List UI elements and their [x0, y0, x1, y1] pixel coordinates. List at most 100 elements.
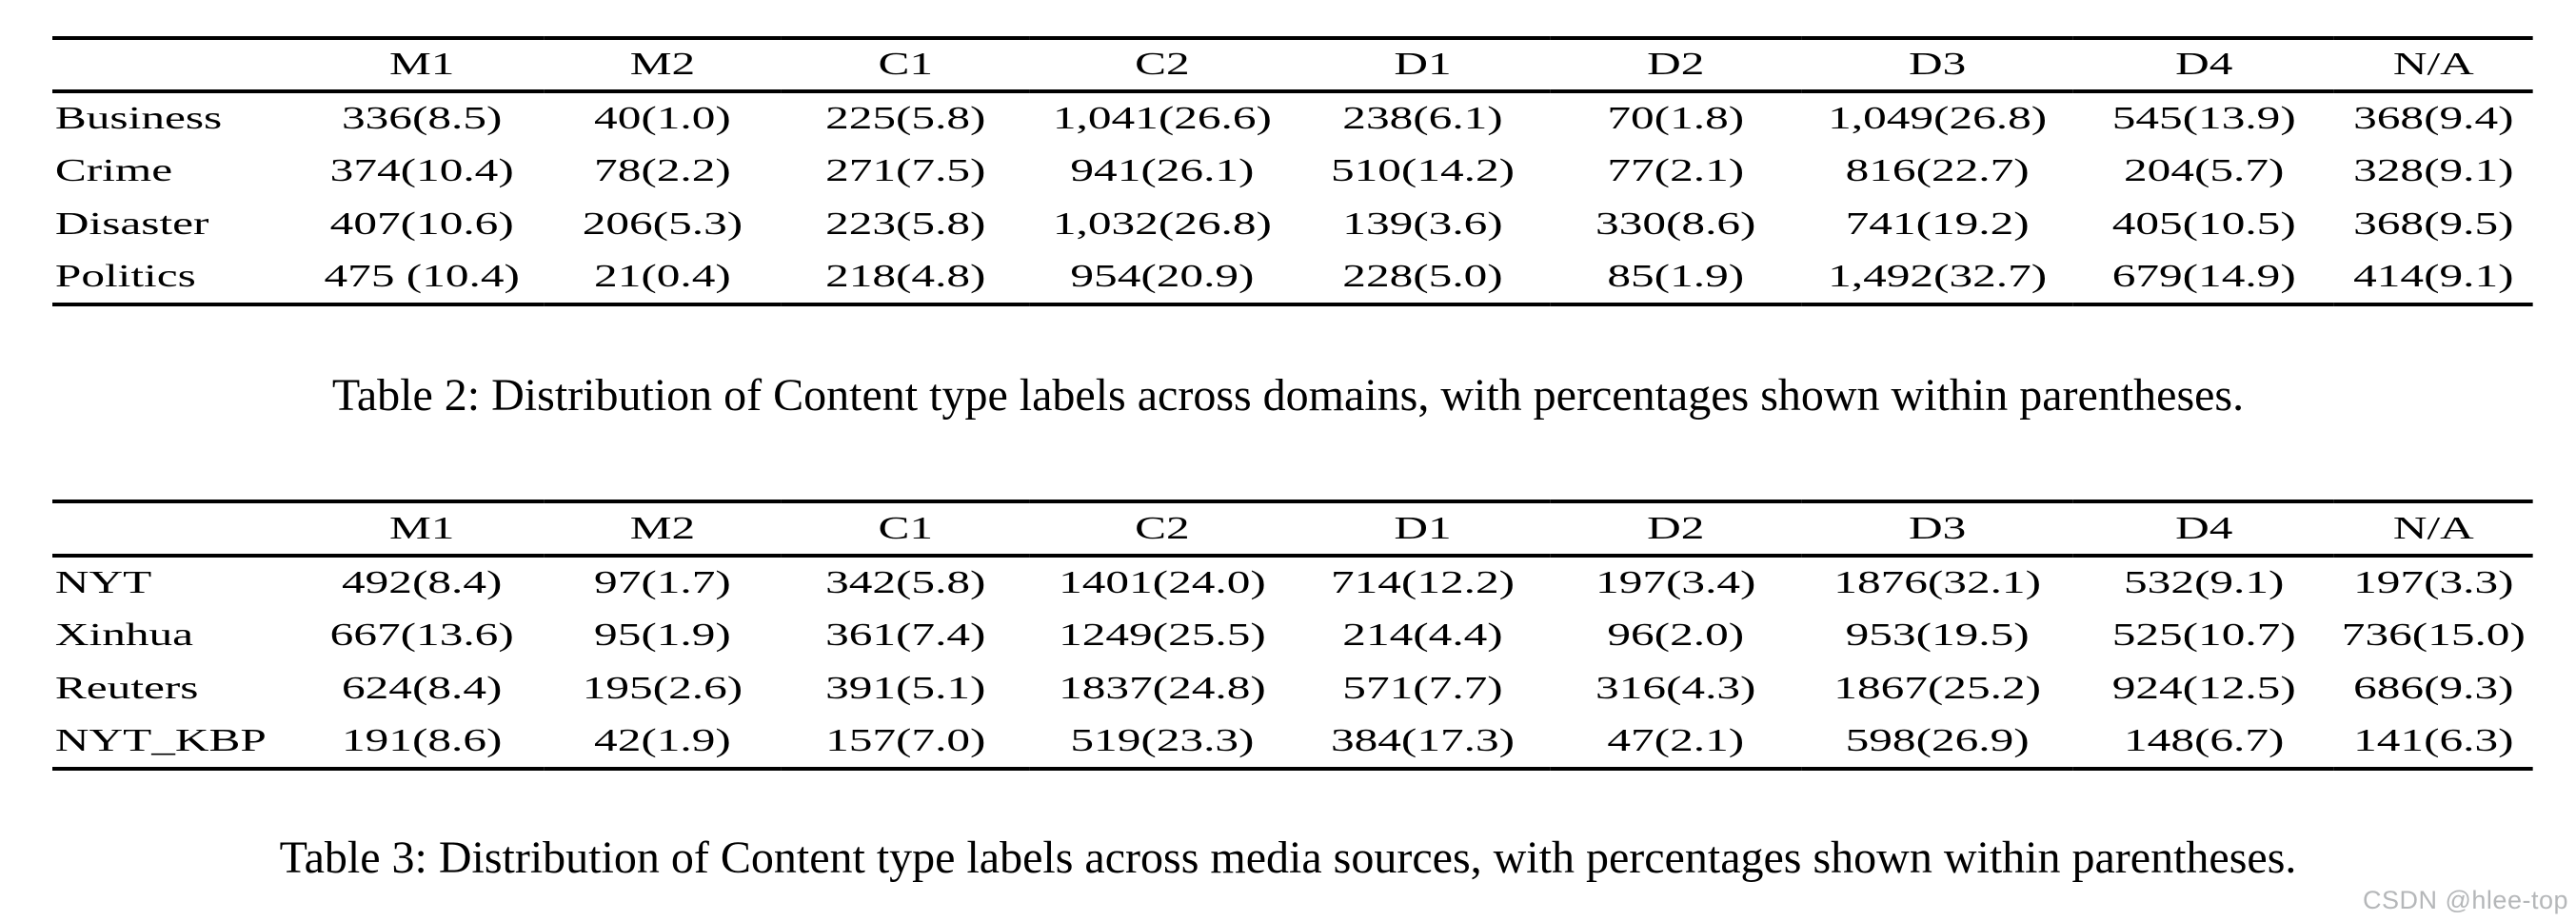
table-cell: 405(10.5) — [2111, 206, 2296, 242]
table-cell: 532(9.1) — [2124, 565, 2285, 600]
table-cell: 330(8.6) — [1595, 206, 1756, 242]
table-cell: 374(10.4) — [329, 153, 514, 188]
table-cell: 686(9.3) — [2353, 671, 2514, 706]
row-label: NYT — [54, 565, 152, 600]
table-cell: 1249(25.5) — [1059, 617, 1266, 653]
table-cell: 238(6.1) — [1342, 101, 1503, 136]
row-label: Politics — [54, 259, 196, 294]
table-cell: 148(6.7) — [2124, 723, 2285, 758]
table-cell: 407(10.6) — [329, 206, 514, 242]
table-cell: 342(5.8) — [825, 565, 986, 600]
column-header: D4 — [2175, 510, 2233, 546]
table-cell: 510(14.2) — [1330, 153, 1516, 188]
column-header: C1 — [878, 510, 934, 546]
table-cell: 954(20.9) — [1070, 259, 1255, 294]
table-row: Disaster 407(10.6) 206(5.3) 223(5.8) 1,032(2… — [52, 198, 2533, 251]
column-header: N/A — [2392, 510, 2474, 546]
table-cell: 1,041(26.6) — [1052, 101, 1272, 136]
table-cell: 225(5.8) — [825, 101, 986, 136]
table3-caption: Table 3: Distribution of Content type la… — [279, 833, 2297, 883]
column-header: C2 — [1135, 47, 1190, 82]
column-header: D2 — [1647, 510, 1705, 546]
column-header: M1 — [388, 47, 455, 82]
column-header: M2 — [629, 510, 696, 546]
row-label: Disaster — [54, 206, 209, 242]
table-cell: 475 (10.4) — [324, 259, 520, 294]
column-header: D1 — [1394, 47, 1452, 82]
column-header: M1 — [388, 510, 455, 546]
table-row: Xinhua 667(13.6) 95(1.9) 361(7.4) 1249(25.5)… — [52, 609, 2533, 662]
column-header: D3 — [1909, 510, 1967, 546]
table-cell: 223(5.8) — [825, 206, 986, 242]
row-label: Business — [54, 101, 223, 136]
table-cell: 545(13.9) — [2111, 101, 2296, 136]
table2-caption: Table 2: Distribution of Content type la… — [331, 370, 2245, 421]
table-cell: 195(2.6) — [582, 671, 743, 706]
table-cell: 42(1.9) — [594, 723, 731, 758]
table-cell: 1,492(32.7) — [1828, 259, 2048, 294]
table-cell: 197(3.3) — [2353, 565, 2514, 600]
row-label: Reuters — [54, 671, 199, 706]
table-cell: 1,032(26.8) — [1052, 206, 1272, 242]
table-row: Politics 475 (10.4) 21(0.4) 218(4.8) 954(20.… — [52, 251, 2533, 304]
table-cell: 141(6.3) — [2353, 723, 2514, 758]
table-cell: 47(2.1) — [1607, 723, 1745, 758]
table-cell: 571(7.7) — [1342, 671, 1503, 706]
table-cell: 78(2.2) — [594, 153, 731, 188]
row-label: Xinhua — [54, 617, 194, 653]
table-row: Crime 374(10.4) 78(2.2) 271(7.5) 941(26.1) 51… — [52, 145, 2533, 198]
table-cell: 214(4.4) — [1342, 617, 1503, 653]
table-cell: 1837(24.8) — [1059, 671, 1266, 706]
table-cell: 157(7.0) — [825, 723, 986, 758]
table-cell: 624(8.4) — [342, 671, 503, 706]
table-cell: 953(19.5) — [1845, 617, 2030, 653]
table-cell: 1,049(26.8) — [1828, 101, 2048, 136]
table-cell: 492(8.4) — [342, 565, 503, 600]
table-cell: 384(17.3) — [1330, 723, 1516, 758]
column-header: D2 — [1647, 47, 1705, 82]
row-label: NYT_KBP — [54, 723, 267, 758]
table-cell: 679(14.9) — [2111, 259, 2296, 294]
table-cell: 96(2.0) — [1607, 617, 1745, 653]
column-header: N/A — [2392, 47, 2474, 82]
column-header: M2 — [629, 47, 696, 82]
table-cell: 77(2.1) — [1607, 153, 1745, 188]
header-row: M1 M2 C1 C2 D1 D2 D3 D4 N/A — [52, 38, 2533, 91]
table-cell: 741(19.2) — [1845, 206, 2030, 242]
table-cell: 336(8.5) — [342, 101, 503, 136]
table-cell: 40(1.0) — [594, 101, 731, 136]
row-label: Crime — [54, 153, 173, 188]
table-cell: 228(5.0) — [1342, 259, 1503, 294]
table-cell: 736(15.0) — [2341, 617, 2526, 653]
column-header: C2 — [1135, 510, 1190, 546]
column-header: D1 — [1394, 510, 1452, 546]
table-cell: 85(1.9) — [1607, 259, 1745, 294]
table-cell: 1401(24.0) — [1059, 565, 1266, 600]
table-cell: 519(23.3) — [1070, 723, 1255, 758]
table-cell: 714(12.2) — [1330, 565, 1516, 600]
column-header — [52, 38, 301, 91]
table-cell: 1876(32.1) — [1833, 565, 2042, 600]
table-cell: 924(12.5) — [2111, 671, 2296, 706]
column-header: D4 — [2175, 47, 2233, 82]
csdn-watermark: CSDN @hlee-top — [2363, 886, 2568, 914]
table-cell: 667(13.6) — [329, 617, 514, 653]
table-cell: 97(1.7) — [594, 565, 731, 600]
header-row: M1 M2 C1 C2 D1 D2 D3 D4 N/A — [52, 501, 2533, 556]
table-cell: 21(0.4) — [594, 259, 731, 294]
table-cell: 206(5.3) — [582, 206, 743, 242]
table-cell: 361(7.4) — [825, 617, 986, 653]
table-cell: 391(5.1) — [825, 671, 986, 706]
table-row: Reuters 624(8.4) 195(2.6) 391(5.1) 1837(24.8… — [52, 662, 2533, 715]
table-row: NYT 492(8.4) 97(1.7) 342(5.8) 1401(24.0) 714(… — [52, 556, 2533, 609]
table-cell: 204(5.7) — [2124, 153, 2285, 188]
table-cell: 197(3.4) — [1595, 565, 1756, 600]
table-cell: 368(9.4) — [2353, 101, 2514, 136]
table-cell: 816(22.7) — [1845, 153, 2030, 188]
table-cell: 598(26.9) — [1845, 723, 2030, 758]
table-cell: 218(4.8) — [825, 259, 986, 294]
table-cell: 368(9.5) — [2353, 206, 2514, 242]
table-row: NYT_KBP 191(8.6) 42(1.9) 157(7.0) 519(23.3) 3… — [52, 715, 2533, 769]
table-cell: 414(9.1) — [2353, 259, 2514, 294]
table-cell: 316(4.3) — [1595, 671, 1756, 706]
